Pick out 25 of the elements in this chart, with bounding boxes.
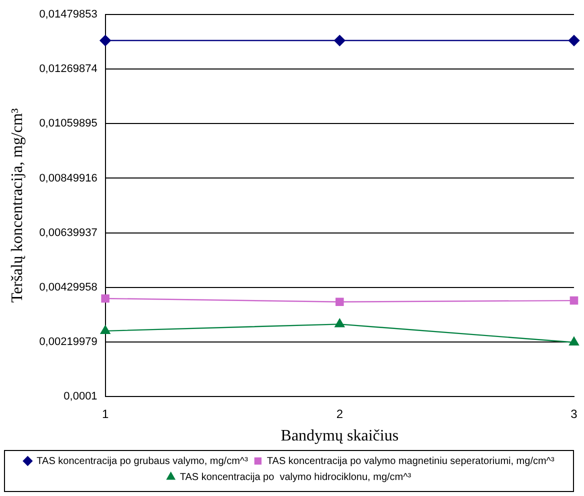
legend-label: TAS koncentracija po valymo hidrociklonu, mg/cm^³ xyxy=(180,472,412,483)
point xyxy=(100,34,111,46)
y-tick-label: 0,00849916 xyxy=(39,172,98,184)
x-tick-label: 3 xyxy=(570,406,578,421)
x-tick-label: 2 xyxy=(336,406,344,421)
point xyxy=(100,325,110,334)
y-axis-title: Teršalų koncentracija, mg/cm³ xyxy=(8,108,26,303)
y-tick-label: 0,00639937 xyxy=(39,226,98,239)
y-tick-label: 0,01059895 xyxy=(39,118,98,130)
point xyxy=(334,318,345,328)
x-axis-title: Bandymų skaičius xyxy=(280,428,399,445)
point xyxy=(101,294,110,303)
y-tick-label: 0,0001 xyxy=(64,390,98,402)
point xyxy=(569,336,579,346)
y-tick-label: 0,01269874 xyxy=(39,63,98,76)
y-tick-label: 0,00429958 xyxy=(39,281,98,294)
point xyxy=(570,296,578,305)
point xyxy=(334,34,346,46)
point xyxy=(568,34,580,46)
point xyxy=(336,298,344,306)
legend-label: TAS koncentracija po valymo magnetiniu seperatoriumi, mg/cm^³ xyxy=(266,456,555,467)
y-tick-label: 0,00219979 xyxy=(39,336,98,348)
y-tick-label: 0,01479853 xyxy=(39,8,98,21)
x-tick-label: 1 xyxy=(102,406,109,421)
legend-label: TAS koncentracija po grubaus valymo, mg/cm^³ xyxy=(36,456,249,467)
